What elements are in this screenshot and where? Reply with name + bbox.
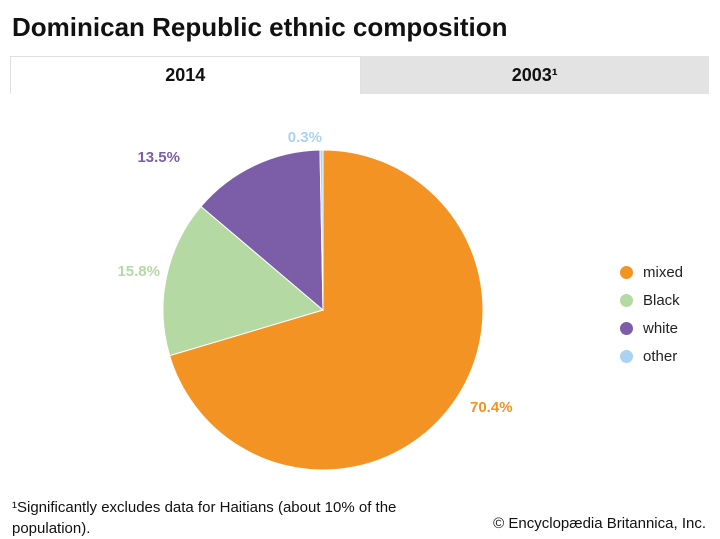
legend-swatch — [620, 321, 633, 335]
legend-swatch — [620, 293, 633, 307]
legend-swatch — [620, 349, 633, 363]
legend-item-mixed: mixed — [620, 258, 683, 286]
legend-label: other — [643, 347, 678, 365]
tab-2003[interactable]: 2003¹ — [360, 56, 709, 94]
data-label-mixed: 70.4% — [470, 399, 513, 416]
legend-swatch — [620, 265, 633, 279]
legend-label: Black — [643, 291, 680, 309]
legend-label: mixed — [643, 263, 684, 281]
legend-item-white: white — [620, 314, 683, 342]
data-label-other: 0.3% — [288, 129, 322, 146]
legend-item-black: Black — [620, 286, 683, 314]
tab-2014[interactable]: 2014 — [10, 56, 361, 94]
legend: mixed Black white other — [620, 258, 683, 370]
pie-slice-white — [200, 149, 324, 312]
legend-label: white — [643, 319, 679, 337]
pie-slice-mixed — [169, 149, 484, 471]
credit: © Encyclopædia Britannica, Inc. — [493, 515, 706, 532]
pie-slice-black — [162, 205, 325, 357]
chart-title: Dominican Republic ethnic composition — [12, 12, 508, 42]
footnote: ¹Significantly excludes data for Haitian… — [12, 499, 397, 537]
data-label-black: 15.8% — [117, 263, 160, 280]
year-tabs: 2014 2003¹ — [10, 56, 709, 94]
legend-item-other: other — [620, 342, 683, 370]
pie-slice-other — [319, 149, 324, 311]
data-label-white: 13.5% — [137, 149, 180, 166]
